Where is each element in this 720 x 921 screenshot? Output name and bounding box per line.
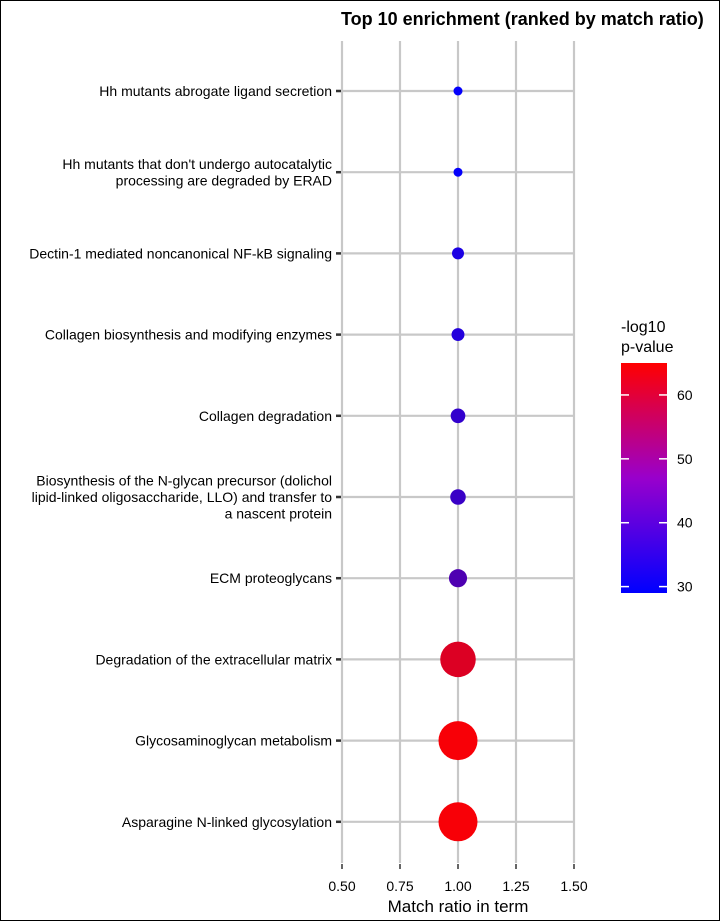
data-points [438,86,478,842]
data-point [440,641,476,678]
y-tick-label: Degradation of the extracellular matrix [95,651,332,667]
colorbar-gradient [621,363,667,593]
colorbar-tick-label: 60 [677,387,693,403]
y-tick-label: Hh mutants that don't undergo autocataly… [62,156,332,189]
x-tick-label: 1.25 [502,878,529,894]
chart-title: Top 10 enrichment (ranked by match ratio… [341,9,704,29]
colorbar-tick-label: 40 [677,515,693,531]
y-tick-label: Glycosaminoglycan metabolism [135,733,332,749]
x-tick-labels: 0.50 0.75 1.00 1.25 1.50 [328,878,587,894]
x-axis-label: Match ratio in term [388,897,529,916]
y-tick-label: Collagen biosynthesis and modifying enzy… [45,327,332,343]
y-tick-label: Collagen degradation [199,408,332,424]
colorbar-title: -log10 p-value [621,319,674,356]
y-tick-label: ECM proteoglycans [210,570,332,586]
data-point [453,167,463,177]
data-point [450,489,466,505]
y-tick-label: Dectin-1 mediated noncanonical NF-kB sig… [29,245,332,261]
data-point [438,802,478,842]
data-point [451,247,465,260]
colorbar-tick-label: 30 [677,579,693,595]
x-tick-label: 0.50 [328,878,355,894]
data-point [451,328,465,342]
y-tick-label: Biosynthesis of the N-glycan precursor (… [32,473,333,522]
x-tick-label: 0.75 [386,878,413,894]
y-tick-label: Hh mutants abrogate ligand secretion [99,83,332,99]
colorbar-tick-label: 50 [677,451,693,467]
x-tick-label: 1.00 [444,878,471,894]
axis-ticks [336,89,575,869]
data-point [438,721,478,761]
data-point [450,408,466,424]
x-tick-label: 1.50 [560,878,587,894]
colorbar-legend: -log10 p-value 30 40 50 60 [621,319,693,595]
data-point [448,569,468,588]
y-tick-labels: Hh mutants abrogate ligand secretion Hh m… [29,83,332,830]
colorbar-ticks: 30 40 50 60 [621,387,693,595]
data-point [453,86,463,96]
y-tick-label: Asparagine N-linked glycosylation [122,814,332,830]
